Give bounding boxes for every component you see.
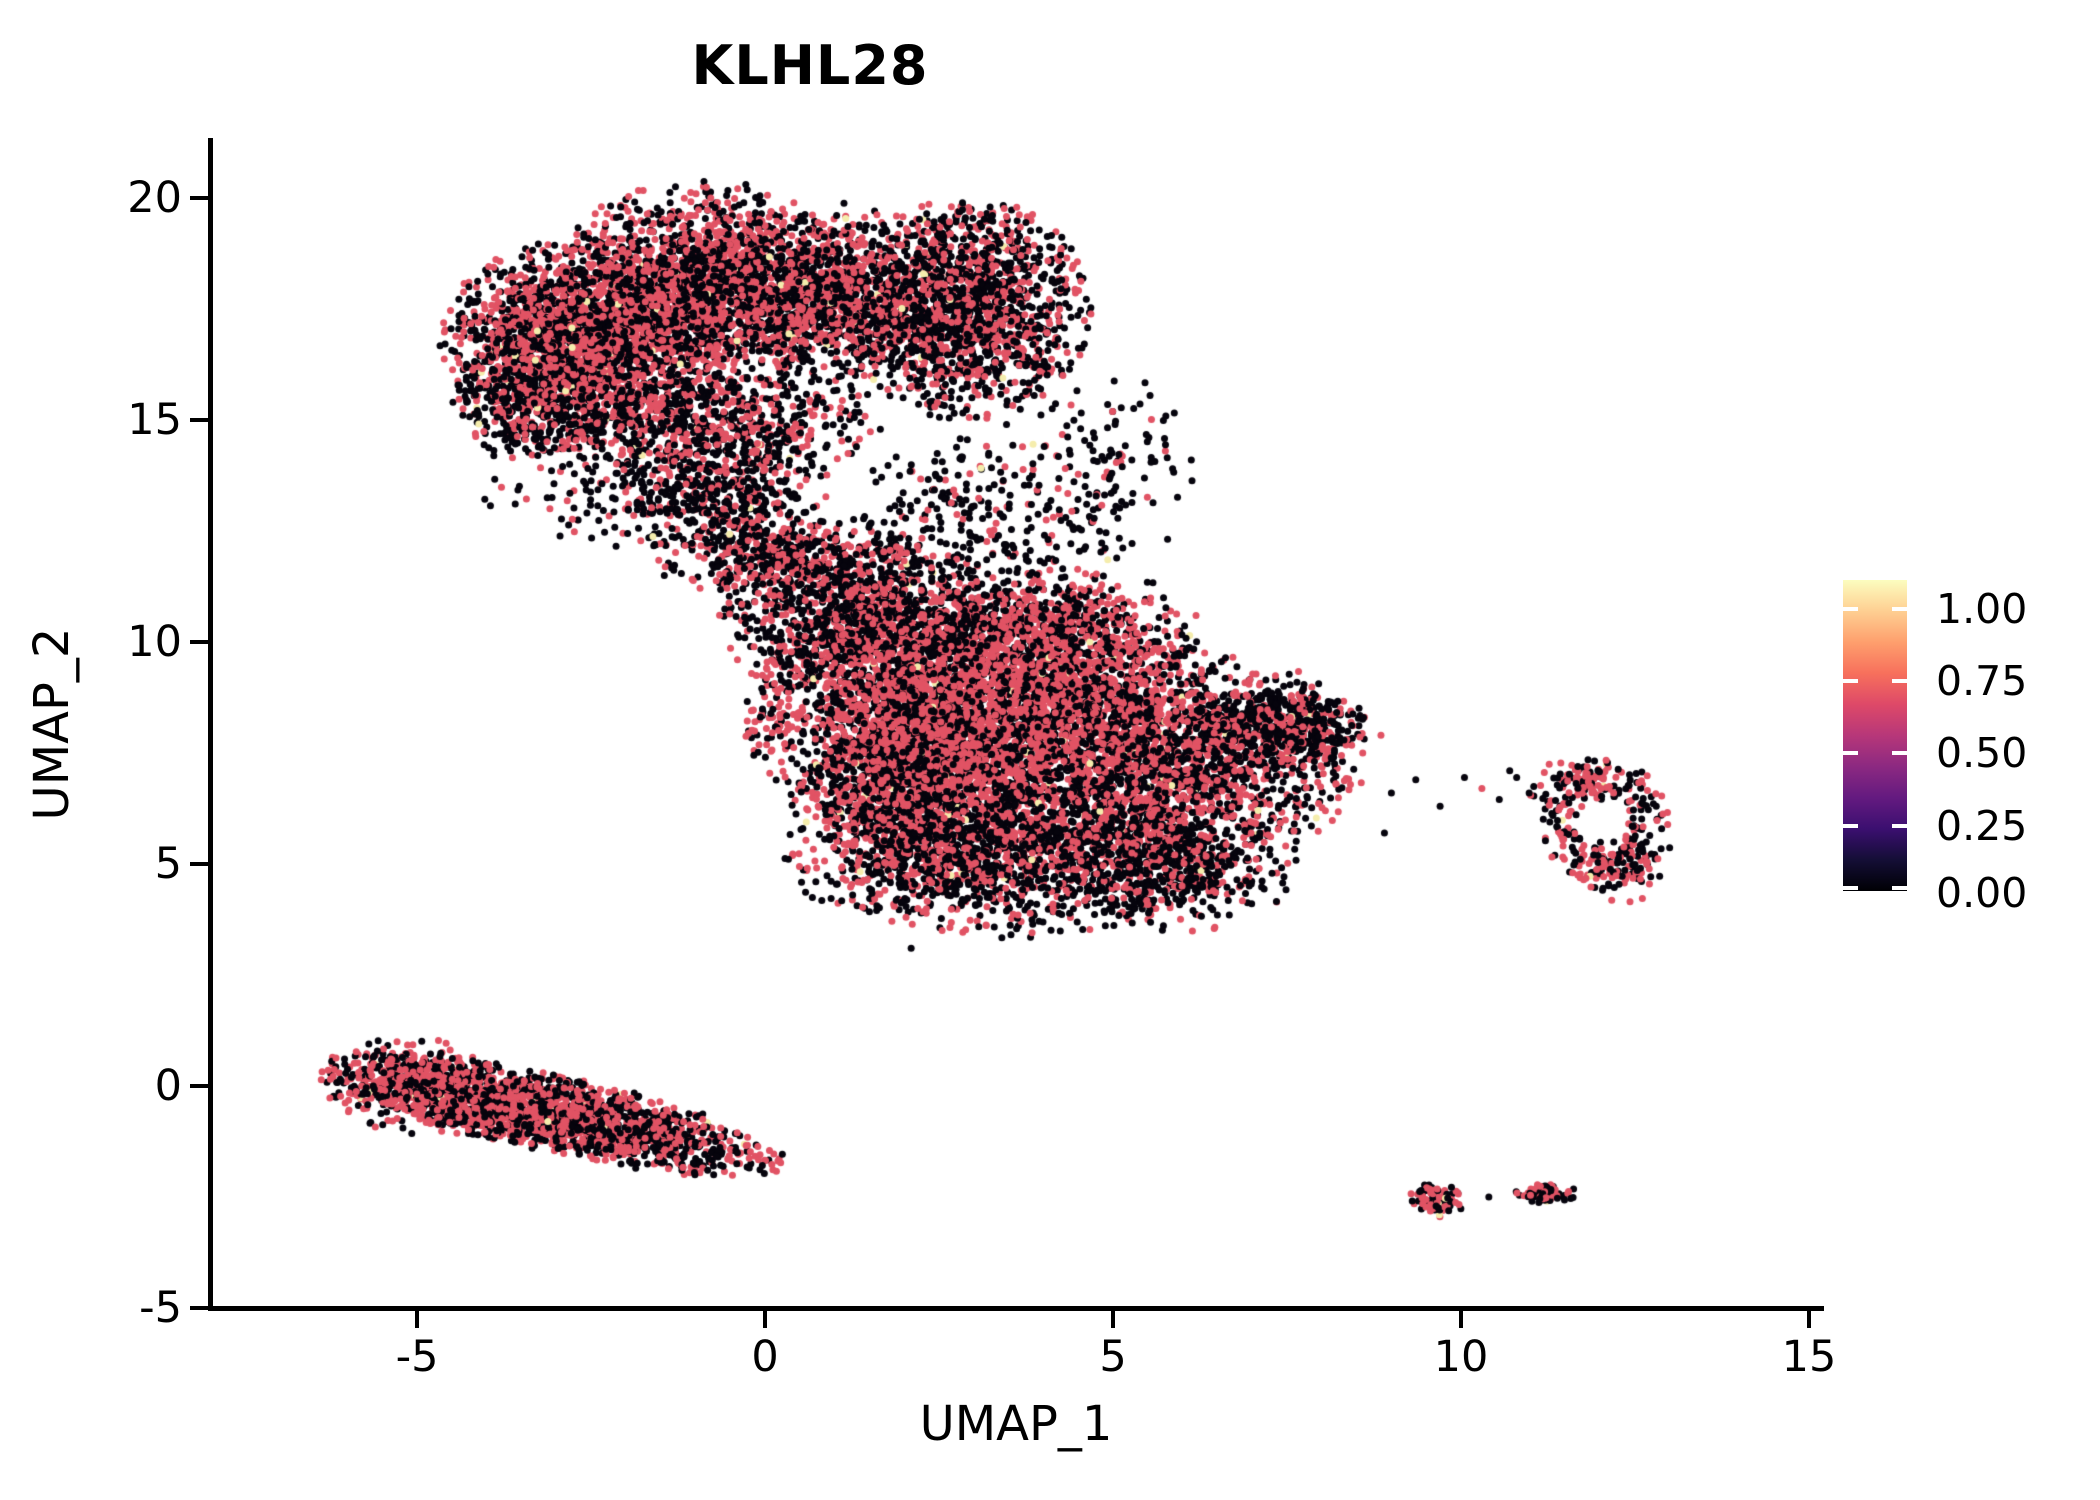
colorbar-tick <box>1892 824 1907 828</box>
colorbar-label: 0.75 <box>1936 657 2028 705</box>
colorbar-tick <box>1843 824 1858 828</box>
x-tick-label: 10 <box>1433 1332 1489 1382</box>
colorbar-tick <box>1892 679 1907 683</box>
y-tick-label: 15 <box>127 395 182 445</box>
y-tick-label: 5 <box>154 839 182 889</box>
colorbar-label: 0.00 <box>1936 869 2028 917</box>
colorbar-tick <box>1892 751 1907 755</box>
x-tick-label: -5 <box>395 1332 439 1382</box>
y-tick-mark <box>190 1305 208 1311</box>
x-tick-label: 5 <box>1099 1332 1127 1382</box>
y-tick-mark <box>190 417 208 423</box>
y-tick-mark <box>190 1083 208 1089</box>
y-tick-label: 0 <box>154 1061 182 1111</box>
colorbar-tick <box>1843 751 1858 755</box>
x-tick-label: 0 <box>751 1332 779 1382</box>
y-tick-mark <box>190 639 208 645</box>
x-tick-mark <box>1110 1310 1116 1328</box>
expression-colorbar <box>1843 580 1907 891</box>
x-axis-line <box>208 1306 1824 1311</box>
colorbar-label: 0.25 <box>1936 802 2028 850</box>
y-axis-title: UMAP_2 <box>24 627 80 821</box>
x-tick-mark <box>1806 1310 1812 1328</box>
colorbar-tick <box>1843 607 1858 611</box>
y-tick-label: 10 <box>127 617 182 667</box>
colorbar-label: 1.00 <box>1936 585 2028 633</box>
colorbar-tick <box>1892 886 1907 890</box>
y-tick-mark <box>190 861 208 867</box>
plot-title: KLHL28 <box>691 34 929 97</box>
y-tick-label: -5 <box>139 1283 182 1333</box>
colorbar-tick <box>1843 886 1858 890</box>
y-axis-line <box>208 138 213 1311</box>
x-tick-mark <box>1458 1310 1464 1328</box>
x-axis-title: UMAP_1 <box>919 1396 1113 1452</box>
x-tick-mark <box>762 1310 768 1328</box>
colorbar-tick <box>1843 679 1858 683</box>
x-tick-mark <box>414 1310 420 1328</box>
y-tick-mark <box>190 195 208 201</box>
colorbar-tick <box>1892 607 1907 611</box>
colorbar-label: 0.50 <box>1936 729 2028 777</box>
y-tick-label: 20 <box>127 173 182 223</box>
x-tick-label: 15 <box>1781 1332 1837 1382</box>
